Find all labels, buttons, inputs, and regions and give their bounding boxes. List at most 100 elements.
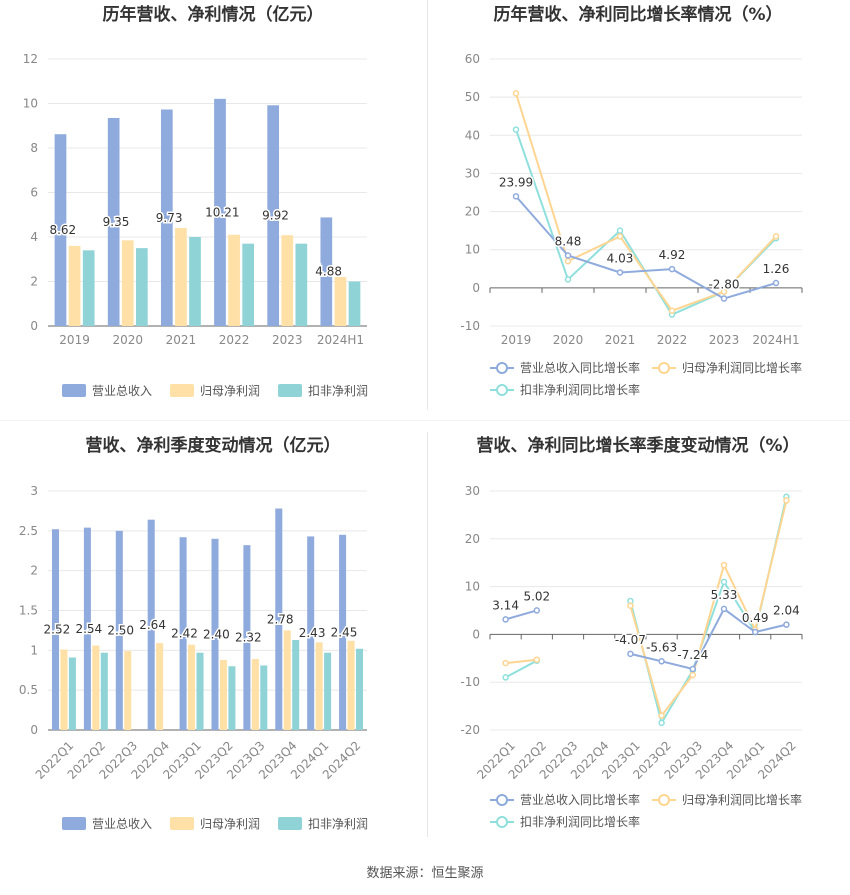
bar-营业总收入: [211, 538, 219, 730]
y-tick-label: 0: [472, 627, 480, 641]
legend-marker: [658, 362, 670, 374]
bar-营业总收入: [307, 536, 315, 730]
chart-title: 营收、净利季度变动情况（亿元）: [86, 435, 341, 456]
bar-扣非净利润: [295, 243, 308, 326]
bar-扣非净利润: [324, 652, 332, 730]
data-label: 23.99: [499, 175, 533, 189]
data-label: 2.04: [773, 604, 800, 618]
x-tick-label: 2023: [709, 333, 740, 347]
point-营业总收入同比增长率: [533, 607, 541, 614]
y-tick-label: 6: [30, 186, 38, 200]
legend: 营业总收入 归母净利润 扣非净利润: [62, 384, 368, 398]
legend-swatch: [170, 384, 194, 397]
y-tick-label: 0.5: [19, 683, 38, 697]
point-扣非净利润同比增长率: [658, 719, 665, 727]
bar-营业总收入: [267, 105, 280, 326]
bar-归母净利润: [228, 234, 240, 326]
legend-swatch: [62, 817, 86, 830]
y-tick-label: 3: [30, 484, 38, 498]
point-归母净利润同比增长率: [533, 656, 541, 663]
vertical-divider: [427, 0, 428, 410]
bar-营业总收入: [160, 109, 173, 326]
y-tick-label: 1.5: [19, 604, 38, 618]
bar-归母净利润: [251, 659, 259, 730]
y-tick-label: 60: [465, 52, 480, 66]
bar-归母净利润: [156, 643, 164, 730]
point-营业总收入同比增长率: [772, 279, 780, 287]
legend-marker: [496, 794, 508, 806]
bar-归母净利润: [219, 659, 227, 730]
bar-归母净利润: [334, 277, 347, 326]
bar-营业总收入: [107, 117, 120, 327]
line-扣非净利润同比增长率: [505, 659, 538, 679]
y-tick-label: 0: [30, 723, 38, 737]
point-营业总收入同比增长率: [658, 658, 665, 665]
data-label: 2.78: [267, 612, 294, 626]
legend-swatch: [278, 817, 302, 830]
data-label: 2.54: [75, 622, 102, 636]
legend-marker: [496, 362, 508, 374]
data-label: 8.62: [49, 223, 76, 237]
data-label: 0.49: [742, 611, 769, 625]
x-tick-label: 2024H1: [317, 333, 364, 347]
legend-label: 营业总收入同比增长率: [520, 792, 640, 807]
x-tick-label: 2021: [605, 333, 636, 347]
point-营业总收入同比增长率: [689, 665, 697, 673]
chart-title: 历年营收、净利同比增长率情况（%）: [493, 4, 782, 25]
data-label: 9.73: [156, 211, 183, 225]
data-label: 2.32: [235, 631, 262, 645]
point-归母净利润同比增长率: [668, 307, 676, 314]
data-label: 2.52: [44, 623, 71, 637]
bar-归母净利润: [283, 630, 291, 730]
quarter-bar-chart: 营收、净利季度变动情况（亿元）00.511.522.532022Q12022Q2…: [19, 435, 368, 831]
point-扣非净利润同比增长率: [502, 674, 509, 681]
annual-line-chart: 历年营收、净利同比增长率情况（%） -10 0 10 20 30 40 50 60 2019 202…: [460, 4, 803, 397]
point-归母净利润同比增长率: [783, 497, 790, 504]
y-tick-label: 50: [465, 90, 480, 104]
data-label: 3.14: [492, 598, 519, 612]
x-tick-label: 2020: [553, 333, 584, 347]
legend-label: 归母净利润: [200, 384, 260, 398]
y-tick-label: 30: [465, 484, 480, 498]
x-tick-label: 2022: [219, 333, 250, 347]
data-label: 2.64: [139, 618, 166, 632]
data-label: 8.48: [555, 235, 582, 249]
legend: 营业总收入 归母净利润 扣非净利润: [62, 817, 368, 831]
point-营业总收入同比增长率: [616, 269, 624, 276]
data-label: 9.92: [262, 209, 289, 223]
legend-swatch: [62, 384, 86, 397]
y-tick-label: 30: [465, 166, 480, 180]
bar-归母净利润: [60, 649, 68, 730]
vertical-divider: [427, 432, 428, 837]
point-营业总收入同比增长率: [720, 295, 728, 302]
bar-营业总收入: [214, 98, 226, 326]
point-归母净利润同比增长率: [502, 659, 509, 667]
y-tick-label: 10: [465, 580, 480, 594]
bar-归母净利润: [347, 640, 355, 730]
line-归母净利润同比增长率: [505, 658, 537, 665]
point-归母净利润同比增长率: [720, 561, 728, 569]
x-tick-label: 2022: [657, 333, 688, 347]
chart-title: 历年营收、净利情况（亿元）: [103, 4, 324, 25]
data-label: 2.42: [171, 627, 198, 641]
bar-归母净利润: [188, 644, 196, 730]
x-tick-label: 2019: [59, 333, 90, 347]
line-归母净利润同比增长率: [629, 500, 788, 718]
point-归母净利润同比增长率: [689, 671, 697, 679]
legend-label: 营业总收入: [92, 817, 152, 831]
bar-营业总收入: [147, 519, 155, 730]
x-tick-label: 2024H1: [752, 333, 799, 347]
y-tick-label: -10: [460, 675, 480, 689]
horizontal-divider: [0, 420, 850, 421]
y-tick-label: -20: [460, 723, 480, 737]
legend-swatch: [278, 384, 302, 397]
x-tick-label: 2020: [112, 333, 143, 347]
y-tick-label: 20: [465, 205, 480, 219]
bar-扣非净利润: [228, 666, 236, 730]
x-tick-label: 2019: [501, 333, 532, 347]
point-营业总收入同比增长率: [512, 193, 520, 200]
point-归母净利润同比增长率: [512, 90, 520, 97]
line-营业总收入同比增长率: [505, 609, 538, 621]
